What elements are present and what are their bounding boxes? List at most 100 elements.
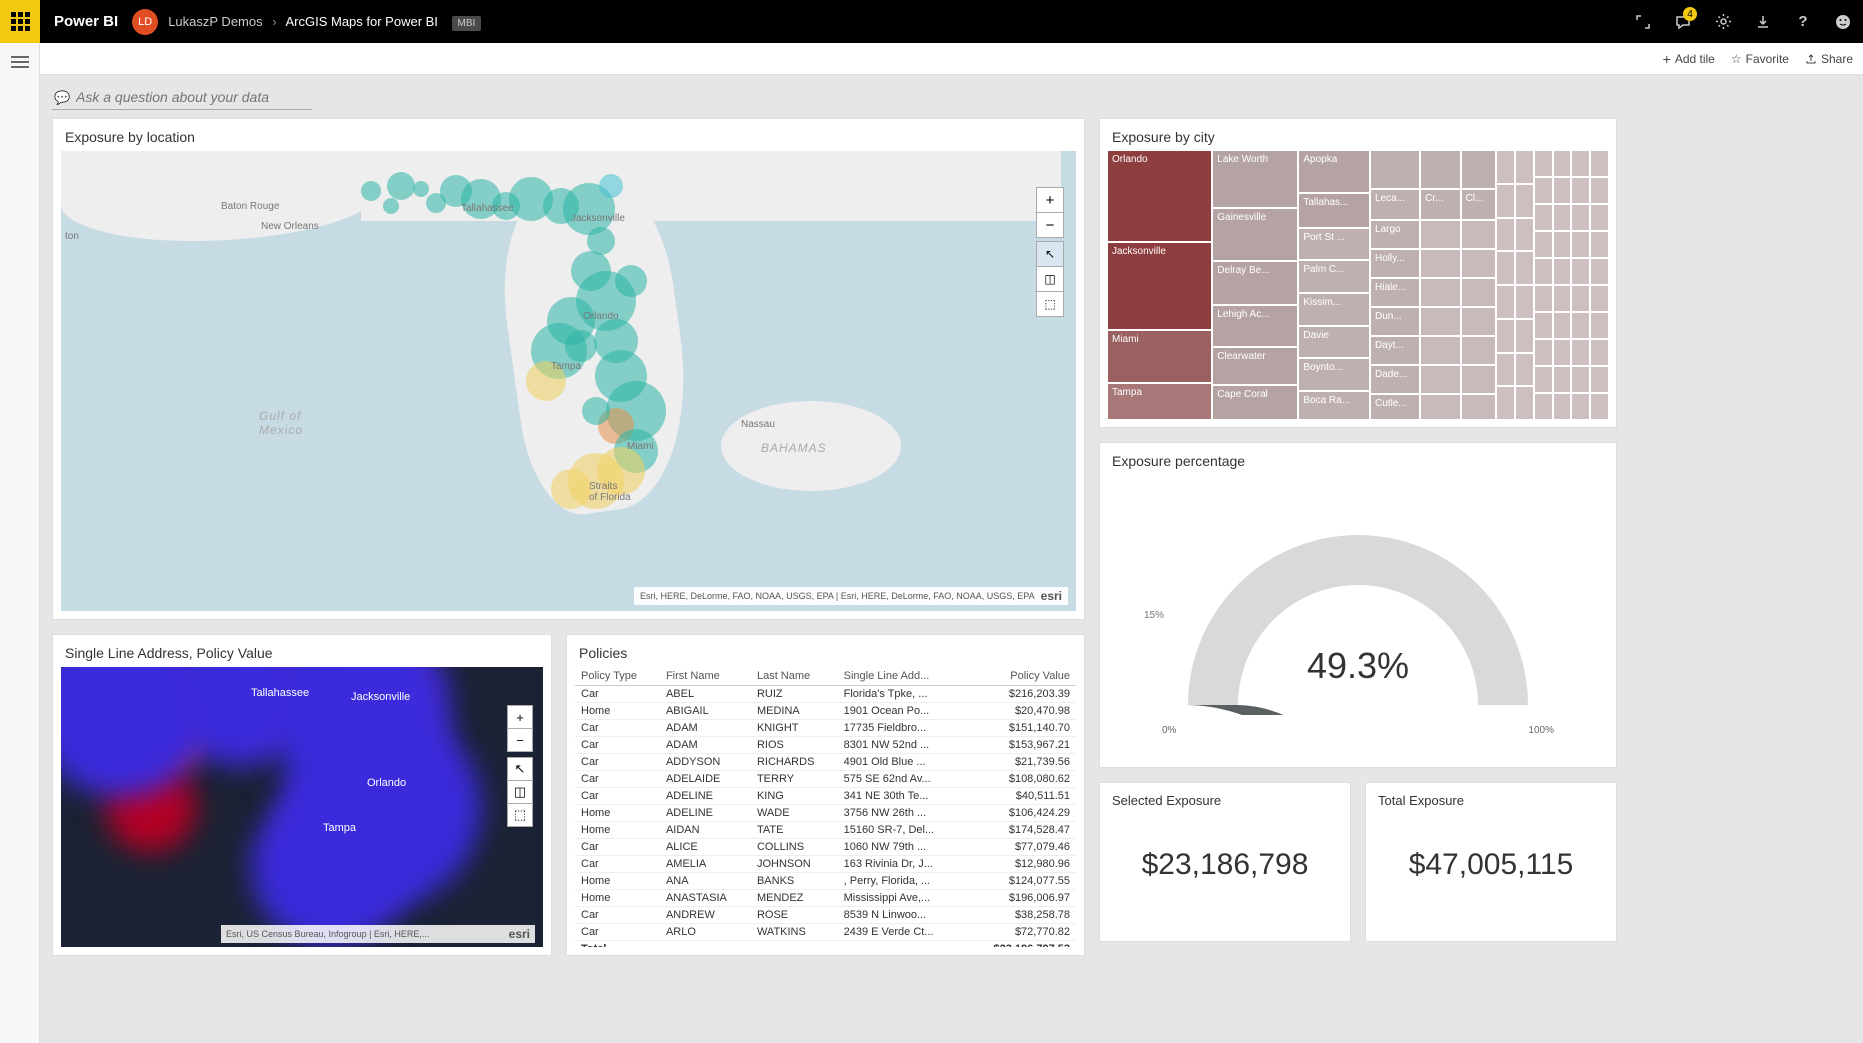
treemap-cell[interactable]: [1554, 259, 1571, 284]
table-row[interactable]: HomeANASTASIAMENDEZMississippi Ave,...$1…: [575, 890, 1076, 907]
treemap-cell[interactable]: [1572, 313, 1589, 338]
pointer-tool-button[interactable]: ↖: [507, 757, 533, 781]
table-row[interactable]: HomeABIGAILMEDINA1901 Ocean Po...$20,470…: [575, 703, 1076, 720]
treemap-cell[interactable]: Cape Coral: [1213, 386, 1297, 419]
treemap-cell[interactable]: [1572, 178, 1589, 203]
treemap-cell[interactable]: [1535, 313, 1552, 338]
map-bubble[interactable]: [426, 193, 446, 213]
tile-selected-exposure[interactable]: Selected Exposure $23,186,798: [1099, 782, 1351, 942]
treemap-cell[interactable]: Tampa: [1108, 384, 1211, 419]
treemap-cell[interactable]: [1371, 151, 1419, 188]
treemap-cell[interactable]: Lehigh Ac...: [1213, 306, 1297, 346]
breadcrumb-report[interactable]: ArcGIS Maps for Power BI: [285, 14, 437, 29]
treemap-cell[interactable]: [1497, 151, 1514, 183]
treemap-cell[interactable]: [1591, 151, 1608, 176]
map-bubble[interactable]: [551, 469, 591, 509]
treemap-cell[interactable]: [1535, 205, 1552, 230]
treemap-cell[interactable]: [1421, 337, 1459, 364]
treemap-cell[interactable]: Gainesville: [1213, 209, 1297, 260]
qa-input[interactable]: [52, 85, 312, 110]
share-button[interactable]: Share: [1805, 52, 1853, 66]
table-row[interactable]: CarADAMRIOS8301 NW 52nd ...$153,967.21: [575, 737, 1076, 754]
table-row[interactable]: CarARLOWATKINS2439 E Verde Ct...$72,770.…: [575, 924, 1076, 941]
treemap-cell[interactable]: [1535, 232, 1552, 257]
zoom-out-button[interactable]: −: [507, 728, 533, 752]
treemap-cell[interactable]: [1516, 185, 1533, 217]
treemap-cell[interactable]: [1421, 308, 1459, 335]
treemap-cell[interactable]: Leca...: [1371, 190, 1419, 219]
treemap-cell[interactable]: [1591, 178, 1608, 203]
breadcrumb-workspace[interactable]: LukaszP Demos: [168, 14, 262, 29]
treemap-cell[interactable]: [1591, 340, 1608, 365]
add-tile-button[interactable]: +Add tile: [1663, 51, 1715, 67]
treemap-cell[interactable]: [1497, 286, 1514, 318]
treemap-cell[interactable]: [1516, 219, 1533, 251]
table-row[interactable]: CarADELINEKING341 NE 30th Te...$40,511.5…: [575, 788, 1076, 805]
table-row[interactable]: CarANDREWROSE8539 N Linwoo...$38,258.78: [575, 907, 1076, 924]
treemap-cell[interactable]: [1572, 367, 1589, 392]
table-row[interactable]: CarADDYSONRICHARDS4901 Old Blue ...$21,7…: [575, 754, 1076, 771]
treemap-cell[interactable]: [1572, 205, 1589, 230]
treemap-cell[interactable]: [1535, 178, 1552, 203]
treemap-cell[interactable]: [1421, 279, 1459, 306]
tile-total-exposure[interactable]: Total Exposure $47,005,115: [1365, 782, 1617, 942]
treemap-cell[interactable]: [1497, 185, 1514, 217]
nav-toggle-button[interactable]: [11, 53, 29, 71]
treemap-cell[interactable]: [1554, 232, 1571, 257]
treemap-cell[interactable]: [1591, 259, 1608, 284]
table-header[interactable]: Policy Type: [575, 667, 660, 686]
treemap-cell[interactable]: [1462, 250, 1496, 277]
select-lasso-tool-button[interactable]: ⬚: [1036, 291, 1064, 317]
treemap-cell[interactable]: [1591, 313, 1608, 338]
map-bubble[interactable]: [615, 265, 647, 297]
table-header[interactable]: Single Line Add...: [838, 667, 966, 686]
table-header[interactable]: Last Name: [751, 667, 838, 686]
treemap-cell[interactable]: [1572, 259, 1589, 284]
treemap-cell[interactable]: [1535, 259, 1552, 284]
help-icon[interactable]: ?: [1783, 0, 1823, 43]
workspace-avatar[interactable]: LD: [132, 9, 158, 35]
treemap-cell[interactable]: [1462, 395, 1496, 419]
treemap-canvas[interactable]: OrlandoJacksonvilleMiamiTampaLake WorthG…: [1100, 151, 1616, 427]
treemap-cell[interactable]: Miami: [1108, 331, 1211, 382]
treemap-cell[interactable]: [1554, 286, 1571, 311]
treemap-cell[interactable]: Jacksonville: [1108, 243, 1211, 329]
treemap-cell[interactable]: Port St ...: [1299, 229, 1369, 260]
heatmap-canvas[interactable]: + − ↖ ◫ ⬚ Esri, US Census Bureau, Infogr…: [61, 667, 543, 947]
treemap-cell[interactable]: [1572, 340, 1589, 365]
treemap-cell[interactable]: Cr...: [1421, 190, 1459, 219]
treemap-cell[interactable]: [1554, 178, 1571, 203]
treemap-cell[interactable]: [1516, 151, 1533, 183]
app-launcher-button[interactable]: [0, 0, 40, 43]
table-row[interactable]: CarADELAIDETERRY575 SE 62nd Av...$108,08…: [575, 771, 1076, 788]
treemap-cell[interactable]: [1554, 205, 1571, 230]
table-row[interactable]: HomeANABANKS, Perry, Florida, ...$124,07…: [575, 873, 1076, 890]
tile-exposure-percentage[interactable]: Exposure percentage 15% 49.3% 0% 100%: [1099, 442, 1617, 768]
treemap-cell[interactable]: [1462, 366, 1496, 393]
treemap-cell[interactable]: [1535, 151, 1552, 176]
map-bubble[interactable]: [383, 198, 399, 214]
download-icon[interactable]: [1743, 0, 1783, 43]
map-bubble[interactable]: [582, 397, 610, 425]
treemap-cell[interactable]: [1462, 221, 1496, 248]
tile-exposure-by-city[interactable]: Exposure by city OrlandoJacksonvilleMiam…: [1099, 118, 1617, 428]
treemap-cell[interactable]: [1497, 252, 1514, 284]
zoom-in-button[interactable]: +: [507, 705, 533, 729]
feedback-icon[interactable]: [1823, 0, 1863, 43]
treemap-cell[interactable]: [1516, 320, 1533, 352]
treemap-cell[interactable]: [1497, 354, 1514, 386]
treemap-cell[interactable]: Delray Be...: [1213, 262, 1297, 304]
treemap-cell[interactable]: [1554, 394, 1571, 419]
zoom-in-button[interactable]: +: [1036, 187, 1064, 213]
treemap-cell[interactable]: [1572, 394, 1589, 419]
treemap-cell[interactable]: Largo: [1371, 221, 1419, 248]
map-bubble[interactable]: [565, 330, 597, 362]
notifications-icon[interactable]: 4: [1663, 0, 1703, 43]
map-bubble[interactable]: [387, 172, 415, 200]
table-row[interactable]: CarAMELIAJOHNSON163 Rivinia Dr, J...$12,…: [575, 856, 1076, 873]
treemap-cell[interactable]: [1535, 367, 1552, 392]
pointer-tool-button[interactable]: ↖: [1036, 241, 1064, 267]
treemap-cell[interactable]: Boca Ra...: [1299, 392, 1369, 419]
map-bubble[interactable]: [413, 181, 429, 197]
treemap-cell[interactable]: [1572, 151, 1589, 176]
